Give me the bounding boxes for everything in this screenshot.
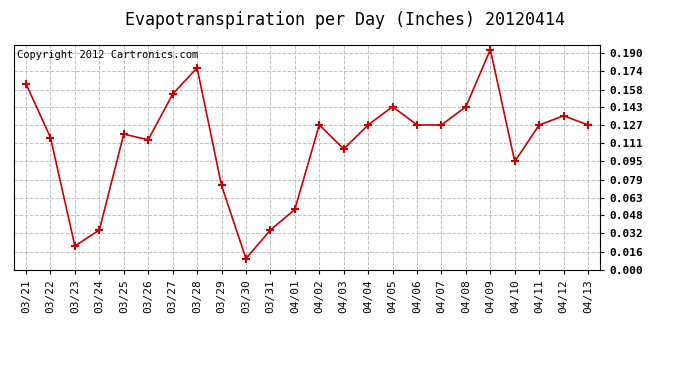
Text: Evapotranspiration per Day (Inches) 20120414: Evapotranspiration per Day (Inches) 2012… bbox=[125, 11, 565, 29]
Text: Copyright 2012 Cartronics.com: Copyright 2012 Cartronics.com bbox=[17, 50, 198, 60]
